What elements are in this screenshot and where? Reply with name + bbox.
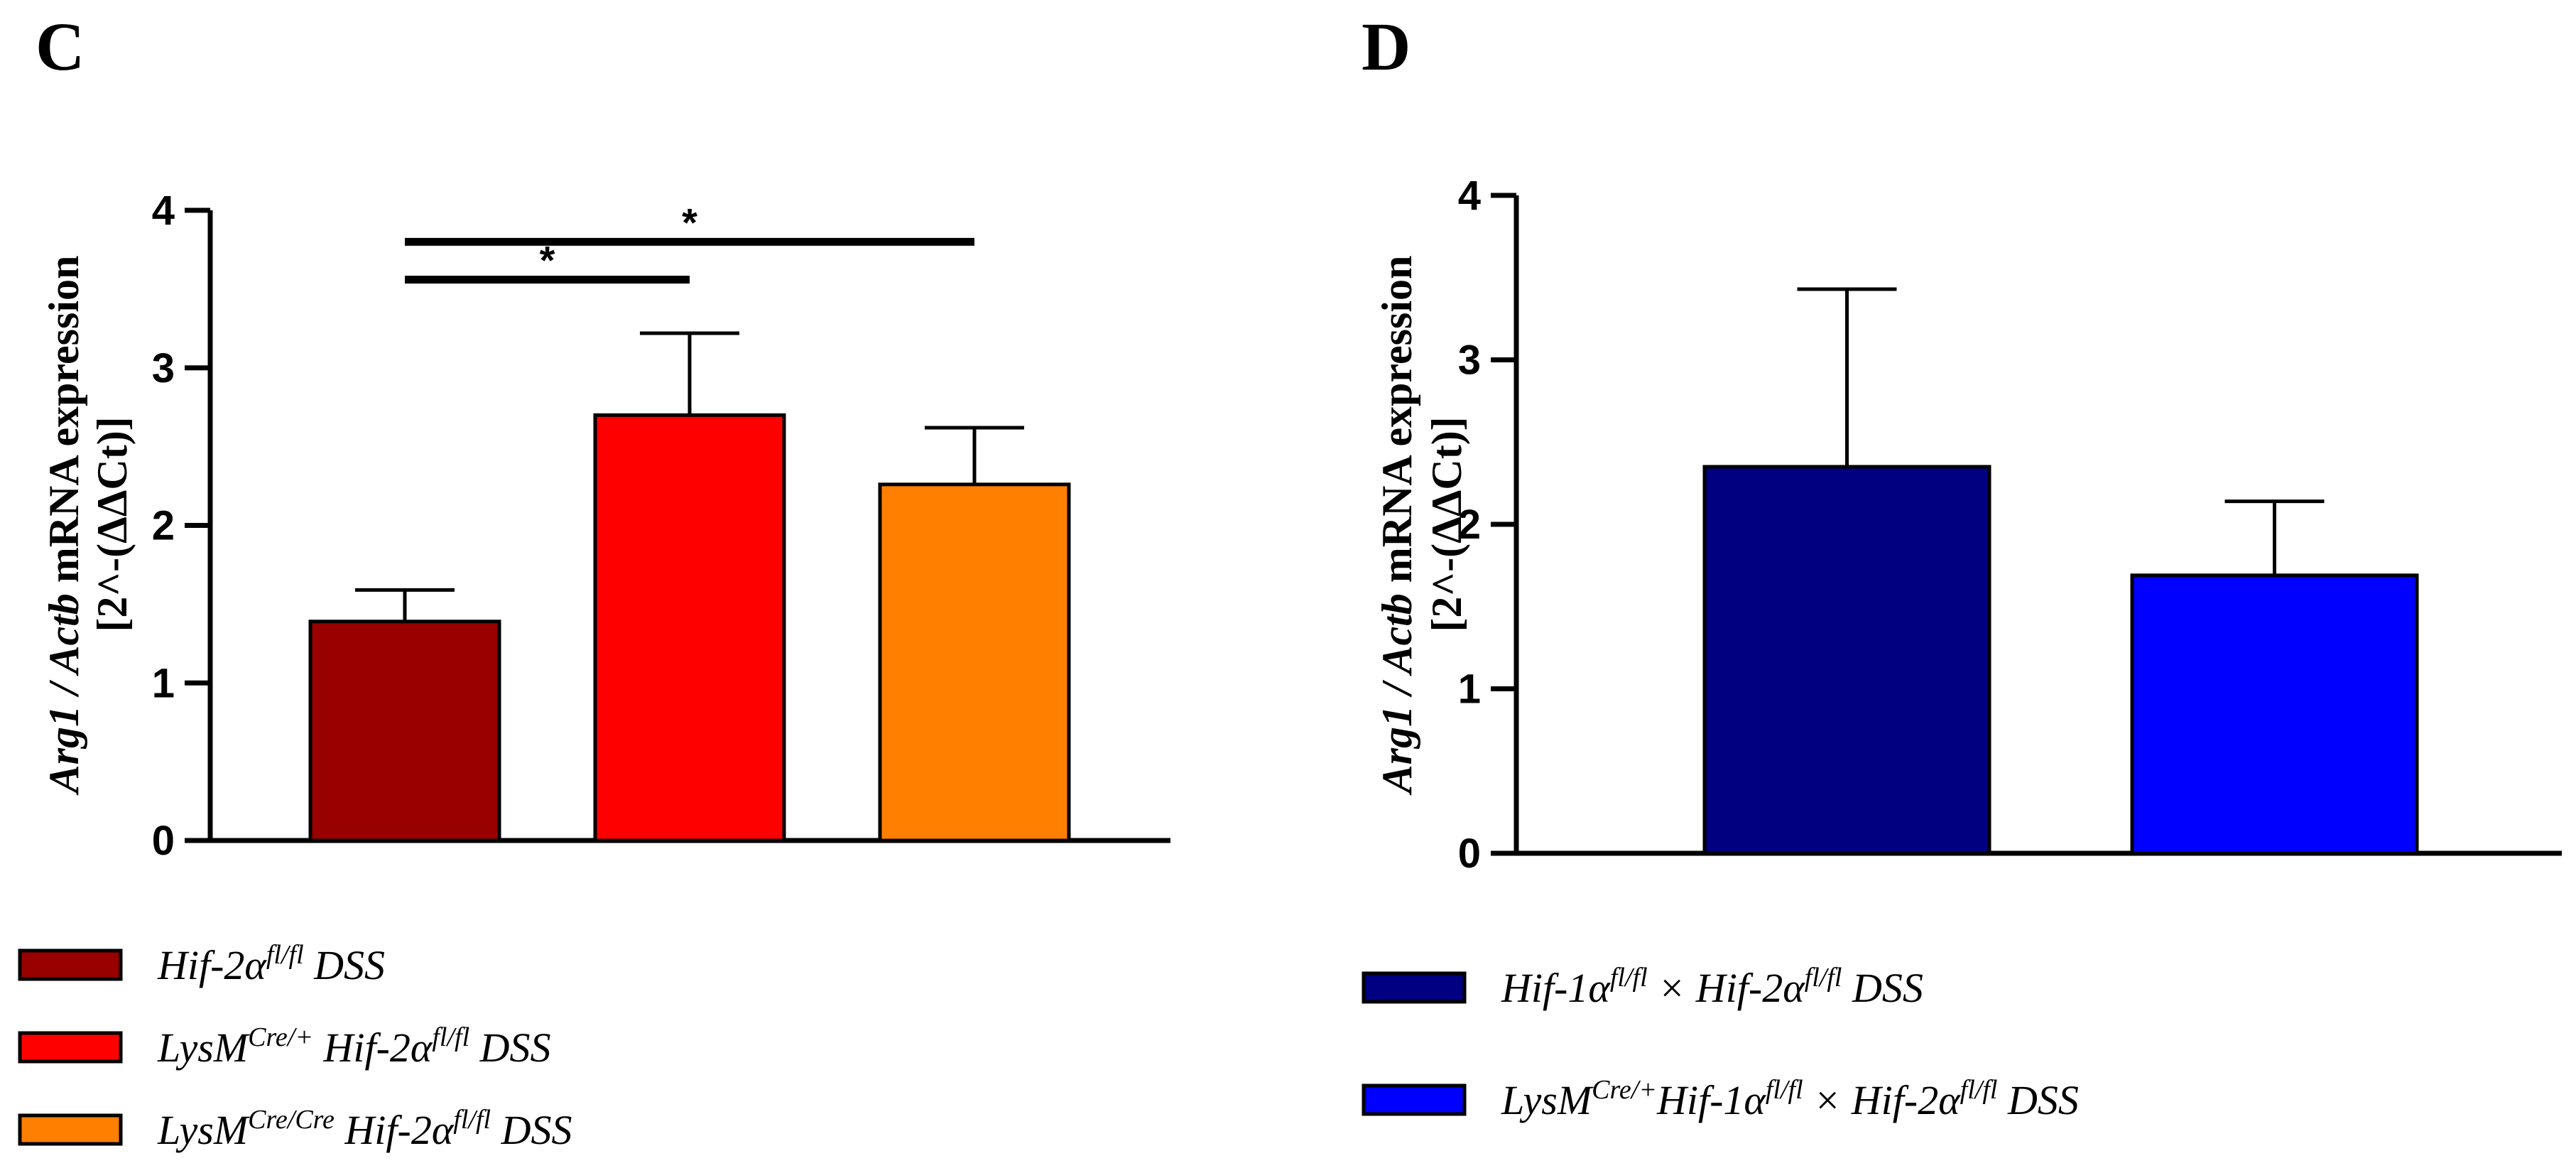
panel-c: C Arg1 / Actb mRNA expression [2^-(ΔΔCt)] 0… bbox=[18, 9, 1170, 1153]
y-tick-label: 3 bbox=[1458, 337, 1481, 384]
legend-sup: fl/fl bbox=[1960, 1075, 1998, 1105]
y-tick-label: 1 bbox=[1458, 666, 1481, 713]
legend-text-part: Hif-1α bbox=[1656, 1077, 1766, 1123]
legend-sup: Cre/+ bbox=[1592, 1075, 1657, 1105]
legend-sup: fl/fl bbox=[453, 1105, 491, 1135]
y-axis-label-text: mRNA expression bbox=[40, 256, 87, 594]
legend-sup: Cre/+ bbox=[248, 1022, 313, 1052]
legend-text-part: Hif-2α bbox=[335, 1107, 455, 1153]
y-tick-label: 0 bbox=[1458, 831, 1481, 877]
legend-text-part: LysM bbox=[1501, 1077, 1594, 1123]
bar bbox=[593, 413, 786, 843]
legend-sup: fl/fl bbox=[1805, 963, 1842, 993]
legend-sup: fl/fl bbox=[266, 940, 304, 970]
legend-text-part: × Hif-2α bbox=[1648, 965, 1806, 1011]
panel-letter: C bbox=[36, 9, 85, 85]
legend-sup: Cre/Cre bbox=[248, 1105, 335, 1135]
y-axis-label-gene: Arg1 / Actb bbox=[40, 593, 87, 796]
legend-text-part: DSS bbox=[491, 1107, 572, 1153]
legend-text-part: DSS bbox=[1997, 1077, 2078, 1123]
y-axis-label-gene: Arg1 / Actb bbox=[1374, 593, 1420, 796]
legend-entry: LysMCre/Cre Hif-2αfl/fl DSS bbox=[157, 1105, 572, 1153]
legend-text-part: × Hif-2α bbox=[1803, 1077, 1962, 1123]
legend-swatch bbox=[18, 1113, 123, 1146]
y-tick-label: 3 bbox=[152, 345, 175, 391]
y-axis-label: Arg1 / Actb mRNA expression bbox=[1374, 256, 1420, 796]
legend-swatch bbox=[18, 1031, 123, 1064]
legend-text-part: DSS bbox=[1842, 965, 1923, 1011]
bar bbox=[878, 482, 1071, 843]
legend-text-part: DSS bbox=[469, 1025, 550, 1071]
legend-entry: LysMCre/+Hif-1αfl/fl × Hif-2αfl/fl DSS bbox=[1501, 1075, 2079, 1123]
y-axis-label-unit: [2^-(ΔΔCt)] bbox=[1423, 416, 1470, 632]
y-axis-label: Arg1 / Actb mRNA expression bbox=[40, 256, 87, 796]
y-tick-label: 4 bbox=[152, 188, 175, 234]
legend-sup: fl/fl bbox=[432, 1022, 469, 1052]
bar bbox=[2130, 573, 2419, 855]
legend-swatch bbox=[18, 948, 123, 981]
legend-entry: LysMCre/+ Hif-2αfl/fl DSS bbox=[157, 1022, 551, 1071]
y-tick-label: 2 bbox=[1458, 502, 1481, 548]
significance-star: * bbox=[540, 238, 555, 283]
y-axis-label-text: mRNA expression bbox=[1374, 256, 1420, 594]
legend-entry: Hif-1αfl/fl × Hif-2αfl/fl DSS bbox=[1501, 963, 1923, 1011]
legend-text-part: Hif-2α bbox=[157, 942, 267, 988]
y-tick-label: 0 bbox=[152, 818, 175, 864]
legend-text-part: Hif-1α bbox=[1501, 965, 1611, 1011]
legend-text-part: LysM bbox=[157, 1025, 250, 1071]
y-tick-label: 4 bbox=[1458, 173, 1481, 219]
legend-sup: fl/fl bbox=[1766, 1075, 1803, 1105]
legend-text-part: Hif-2α bbox=[313, 1025, 433, 1071]
legend-entry: Hif-2αfl/fl DSS bbox=[157, 940, 385, 988]
y-tick-label: 2 bbox=[152, 503, 175, 549]
significance-star: * bbox=[682, 200, 697, 244]
y-axis-label-unit: [2^-(ΔΔCt)] bbox=[89, 416, 136, 632]
legend-swatch bbox=[1362, 971, 1467, 1004]
y-tick-label: 1 bbox=[152, 660, 175, 706]
legend-sup: fl/fl bbox=[1610, 963, 1648, 993]
legend-swatch bbox=[1362, 1083, 1467, 1116]
bar bbox=[308, 620, 501, 843]
legend-text-part: DSS bbox=[304, 942, 385, 988]
legend-text-part: LysM bbox=[157, 1107, 250, 1153]
bar bbox=[1702, 465, 1991, 855]
panel-d: D Arg1 / Actb mRNA expression [2^-(ΔΔCt)] 0… bbox=[1362, 9, 2562, 1123]
panel-letter: D bbox=[1362, 9, 1411, 85]
